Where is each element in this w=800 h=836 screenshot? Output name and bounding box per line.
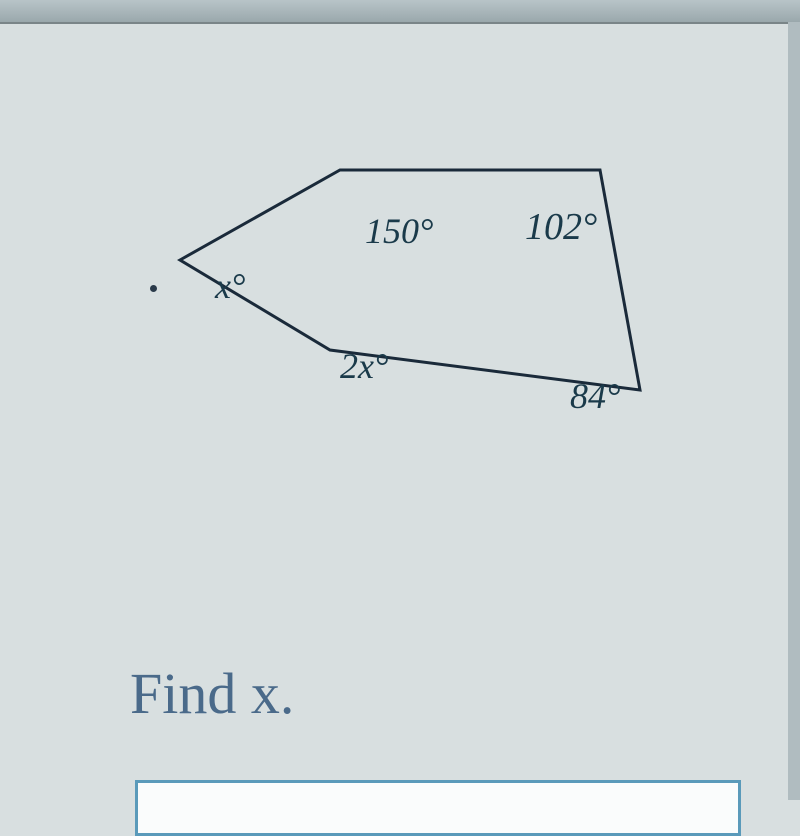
prompt-text: Find x. <box>130 660 294 727</box>
content-area: 150° 102° x° 84° 2x° Find x. <box>40 40 740 790</box>
angle-label-84: 84° <box>570 375 620 417</box>
angle-label-150: 150° <box>365 210 433 252</box>
pentagon-shape <box>180 170 640 390</box>
answer-input[interactable] <box>135 780 741 836</box>
angle-label-x: x° <box>215 265 245 307</box>
pentagon-diagram <box>130 140 750 560</box>
angle-label-102: 102° <box>525 205 597 249</box>
angle-label-2x: 2x° <box>340 345 388 387</box>
side-strip <box>788 22 800 800</box>
window-titlebar <box>0 0 800 24</box>
